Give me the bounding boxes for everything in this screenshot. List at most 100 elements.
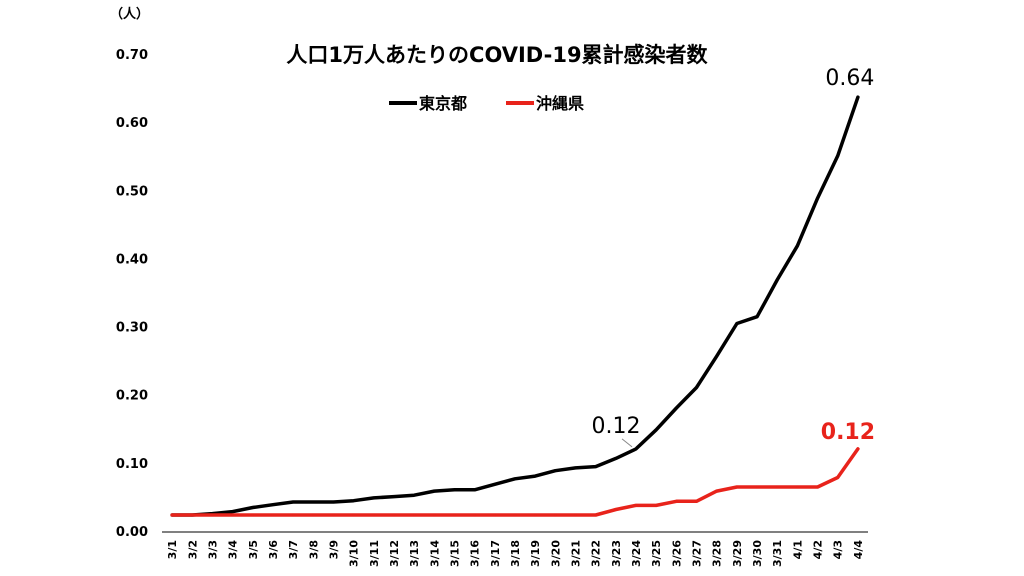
data-point (776, 278, 779, 282)
y-tick-label: 0.10 (116, 457, 148, 472)
data-point (332, 500, 335, 504)
x-tick-label: 3/5 (247, 540, 260, 559)
data-point (796, 485, 799, 489)
data-point (735, 322, 739, 325)
x-axis: 3/1 3/2 3/3 3/4 3/5 3/6 3/7 3/8 3/9 3/10 3/11 3/12 3… (162, 531, 868, 567)
data-label: 0.12 (592, 414, 641, 439)
data-point (352, 513, 355, 517)
x-tick-label: 3/28 (711, 540, 724, 567)
data-point (856, 96, 860, 99)
data-point (533, 513, 537, 517)
y-tick-label: 0.40 (116, 252, 148, 267)
data-point (312, 513, 315, 517)
data-point (332, 513, 335, 517)
x-tick-label: 3/13 (408, 540, 421, 567)
data-point (291, 513, 295, 517)
data-point (594, 465, 597, 468)
data-point (473, 488, 476, 491)
x-tick-label: 3/14 (428, 540, 441, 567)
y-axis: 0.00 0.10 0.20 0.30 0.40 0.50 0.60 0.70 (116, 48, 148, 540)
x-tick-label: 4/3 (832, 540, 845, 559)
x-tick-label: 3/15 (448, 540, 461, 567)
data-point (715, 489, 718, 493)
data-point (392, 513, 396, 517)
chart-title: 人口1万人あたりのCOVID-19累計感染者数 (286, 43, 708, 67)
x-tick-label: 4/2 (812, 540, 825, 559)
data-point (655, 428, 658, 431)
data-point (372, 496, 375, 500)
legend-label-okinawa: 沖縄県 (536, 94, 584, 113)
x-tick-label: 3/9 (327, 540, 340, 559)
y-tick-label: 0.50 (116, 184, 148, 199)
data-point (493, 483, 497, 486)
x-tick-label: 3/24 (630, 540, 643, 567)
data-point (271, 503, 275, 506)
data-label-leader (621, 438, 633, 448)
data-point (695, 500, 698, 503)
data-point (453, 488, 456, 491)
data-point (554, 513, 557, 517)
data-label: 0.12 (821, 420, 875, 445)
data-label: 0.64 (825, 66, 874, 91)
data-point (453, 513, 456, 517)
data-point (433, 513, 436, 517)
x-tick-label: 3/12 (388, 540, 401, 567)
x-tick-label: 3/7 (287, 540, 300, 559)
data-point (291, 500, 295, 504)
data-point (433, 489, 436, 493)
data-point (473, 513, 476, 517)
data-point (352, 499, 355, 502)
data-point (211, 513, 214, 517)
data-point (594, 513, 597, 517)
x-tick-label: 3/30 (751, 540, 764, 567)
data-point (574, 466, 577, 470)
x-tick-label: 3/11 (368, 540, 381, 567)
data-point (271, 513, 275, 517)
x-tick-label: 3/16 (469, 540, 482, 567)
data-point (836, 154, 839, 158)
x-tick-label: 3/22 (590, 540, 603, 567)
data-point (614, 457, 618, 460)
x-tick-label: 3/23 (610, 540, 623, 567)
x-tick-label: 4/4 (852, 540, 865, 560)
data-labels: 0.12 0.64 0.12 (592, 66, 875, 448)
data-point (533, 474, 537, 478)
y-tick-label: 0.30 (116, 321, 148, 336)
x-tick-label: 3/3 (206, 540, 219, 559)
data-point (816, 196, 819, 200)
data-point (614, 508, 618, 511)
x-tick-label: 3/19 (529, 540, 542, 567)
x-tick-label: 3/29 (731, 540, 744, 567)
y-tick-label: 0.20 (116, 389, 148, 404)
data-point (412, 494, 416, 497)
data-point (251, 513, 254, 517)
data-point (715, 354, 718, 358)
x-tick-label: 3/8 (307, 540, 320, 559)
data-point (675, 406, 678, 410)
x-tick-label: 3/2 (186, 540, 199, 559)
data-point (312, 500, 315, 504)
x-tick-label: 3/25 (650, 540, 663, 567)
data-point (675, 500, 678, 503)
data-point (231, 513, 234, 517)
plot-area (170, 95, 860, 517)
y-tick-label: 0.70 (116, 48, 148, 63)
data-point (755, 485, 759, 489)
data-point (816, 485, 819, 489)
x-tick-label: 3/31 (771, 540, 784, 567)
data-point (191, 513, 194, 517)
x-tick-label: 3/6 (267, 540, 280, 560)
x-tick-label: 3/26 (670, 540, 683, 567)
legend: 東京都 沖縄県 (389, 94, 584, 113)
data-point (231, 510, 234, 513)
x-tick-label: 3/1 (166, 540, 179, 559)
x-tick-label: 3/18 (509, 540, 522, 567)
data-point (856, 447, 860, 451)
x-tick-label: 3/21 (570, 540, 583, 567)
data-point (372, 513, 375, 517)
x-tick-label: 3/20 (549, 540, 562, 567)
legend-label-tokyo: 東京都 (419, 94, 467, 113)
data-point (655, 504, 658, 507)
data-point (392, 495, 396, 498)
